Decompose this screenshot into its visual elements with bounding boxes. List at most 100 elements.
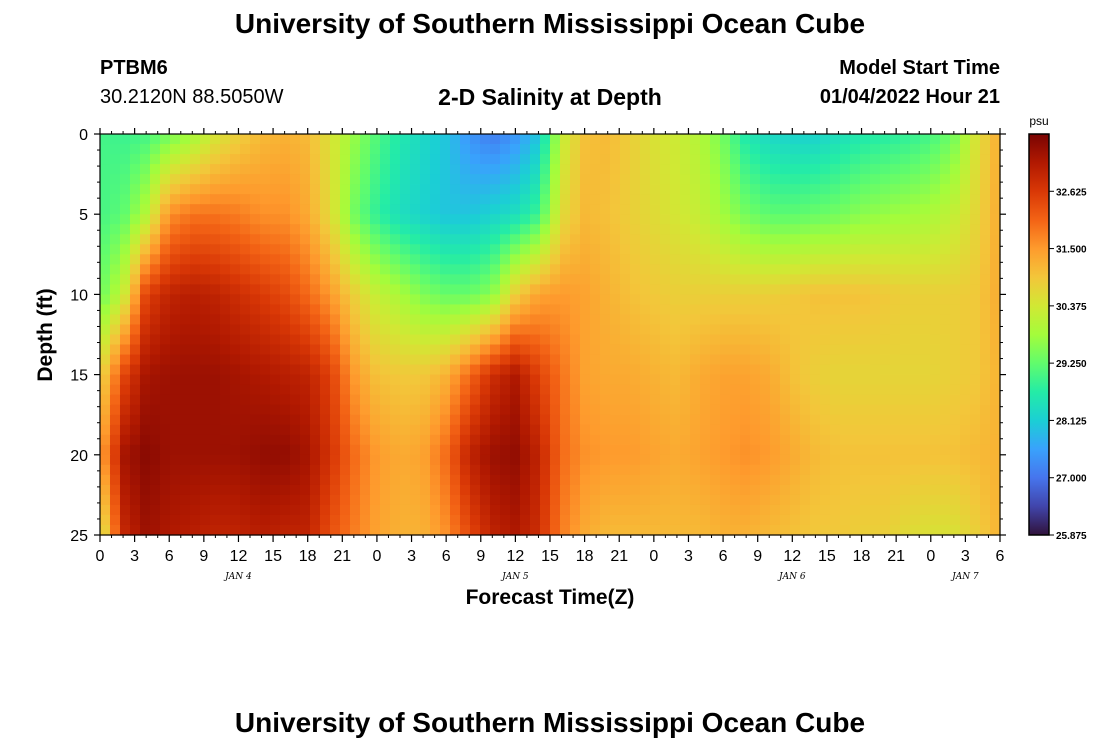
heatmap-cell	[530, 224, 541, 235]
heatmap-cell	[670, 424, 681, 436]
heatmap-cell	[160, 454, 171, 466]
heatmap-cell	[610, 154, 621, 165]
heatmap-cell	[920, 464, 931, 476]
heatmap-cell	[130, 214, 141, 225]
heatmap-cell	[320, 254, 331, 265]
heatmap-cell	[730, 334, 741, 346]
heatmap-cell	[620, 164, 631, 175]
heatmap-cell	[610, 484, 621, 496]
heatmap-cell	[740, 514, 751, 526]
heatmap-cell	[210, 414, 221, 426]
heatmap-cell	[220, 364, 231, 376]
heatmap-cell	[750, 444, 761, 456]
heatmap-cell	[560, 134, 571, 145]
heatmap-cell	[310, 244, 321, 255]
heatmap-cell	[120, 174, 131, 185]
heatmap-cell	[150, 234, 161, 245]
heatmap-cell	[440, 344, 451, 356]
heatmap-cell	[770, 274, 781, 285]
heatmap-cell	[800, 374, 811, 386]
heatmap-cell	[310, 134, 321, 145]
heatmap-cell	[280, 204, 291, 215]
heatmap-cell	[310, 224, 321, 235]
heatmap-cell	[210, 404, 221, 416]
heatmap-cell	[730, 484, 741, 496]
heatmap-cell	[910, 204, 921, 215]
heatmap-cell	[780, 204, 791, 215]
heatmap-cell	[550, 224, 561, 235]
heatmap-cell	[880, 224, 891, 235]
heatmap-cell	[420, 234, 431, 245]
heatmap-cell	[310, 384, 321, 396]
heatmap-cell	[230, 454, 241, 466]
heatmap-cell	[290, 174, 301, 185]
heatmap-cell	[660, 424, 671, 436]
heatmap-cell	[380, 194, 391, 205]
heatmap-cell	[240, 274, 251, 285]
heatmap-cell	[190, 234, 201, 245]
heatmap-cell	[370, 394, 381, 406]
heatmap-cell	[250, 284, 261, 296]
heatmap-cell	[240, 204, 251, 215]
heatmap-cell	[310, 464, 321, 476]
heatmap-cell	[200, 194, 211, 205]
heatmap-cell	[920, 294, 931, 306]
heatmap-cell	[760, 264, 771, 275]
heatmap-cell	[220, 524, 231, 536]
heatmap-cell	[180, 464, 191, 476]
heatmap-cell	[390, 274, 401, 285]
heatmap-cell	[970, 294, 981, 306]
heatmap-cell	[460, 324, 471, 336]
heatmap-cell	[930, 144, 941, 155]
heatmap-cell	[630, 364, 641, 376]
heatmap-cell	[160, 404, 171, 416]
heatmap-cell	[770, 234, 781, 245]
heatmap-cell	[120, 394, 131, 406]
heatmap-cell	[400, 314, 411, 326]
heatmap-cell	[820, 234, 831, 245]
heatmap-cell	[180, 184, 191, 195]
heatmap-cell	[290, 444, 301, 456]
heatmap-cell	[110, 404, 121, 416]
heatmap-cell	[260, 234, 271, 245]
heatmap-cell	[780, 194, 791, 205]
heatmap-cell	[600, 504, 611, 516]
heatmap-cell	[140, 424, 151, 436]
heatmap-cell	[790, 524, 801, 536]
heatmap-cell	[880, 464, 891, 476]
heatmap-cell	[430, 314, 441, 326]
heatmap-cell	[460, 334, 471, 346]
heatmap-cell	[160, 244, 171, 255]
heatmap-cell	[550, 244, 561, 255]
heatmap-cell	[830, 214, 841, 225]
heatmap-cell	[680, 374, 691, 386]
heatmap-cell	[190, 364, 201, 376]
heatmap-cell	[860, 434, 871, 446]
heatmap-cell	[730, 524, 741, 536]
heatmap-cell	[410, 494, 421, 506]
heatmap-cell	[430, 194, 441, 205]
heatmap-cell	[930, 244, 941, 255]
heatmap-cell	[970, 164, 981, 175]
heatmap-cell	[590, 514, 601, 526]
heatmap-cell	[120, 274, 131, 285]
heatmap-cell	[810, 514, 821, 526]
heatmap-cell	[750, 524, 761, 536]
heatmap-cell	[750, 374, 761, 386]
heatmap-cell	[270, 464, 281, 476]
heatmap-cell	[190, 194, 201, 205]
heatmap-cell	[450, 244, 461, 255]
heatmap-cell	[100, 264, 111, 275]
heatmap-cell	[250, 354, 261, 366]
heatmap-cell	[420, 364, 431, 376]
heatmap-cell	[200, 224, 211, 235]
heatmap-cell	[660, 394, 671, 406]
heatmap-cell	[930, 504, 941, 516]
heatmap-cell	[990, 174, 1001, 185]
heatmap-cell	[330, 334, 341, 346]
heatmap-cell	[140, 174, 151, 185]
heatmap-cell	[810, 234, 821, 245]
heatmap-cell	[250, 394, 261, 406]
heatmap-cell	[410, 184, 421, 195]
heatmap-cell	[510, 334, 521, 346]
